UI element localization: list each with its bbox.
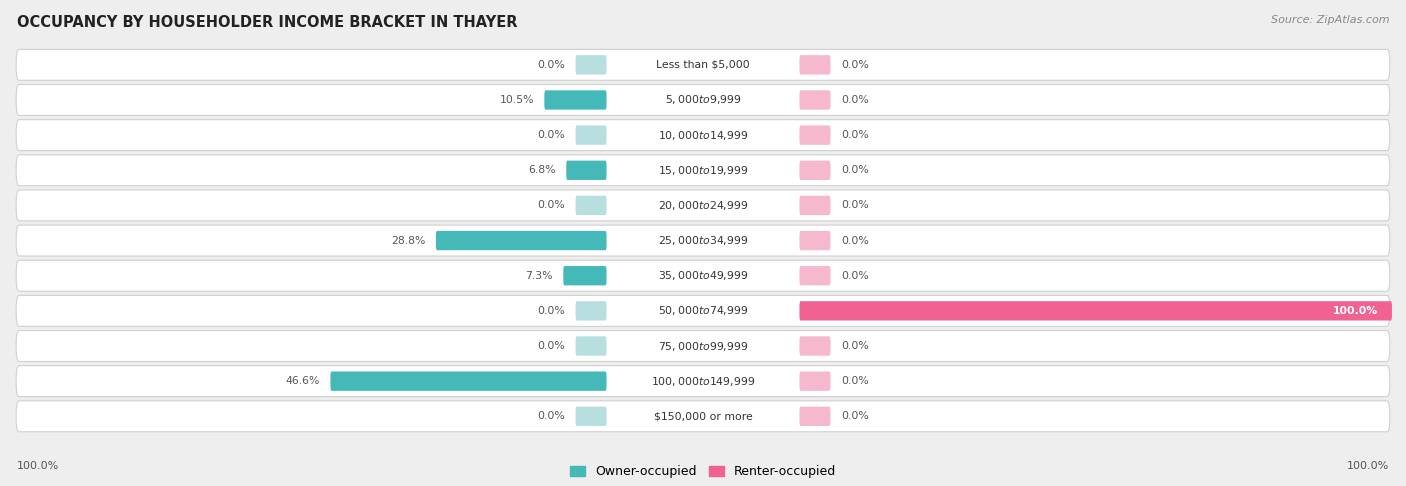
FancyBboxPatch shape: [800, 196, 831, 215]
FancyBboxPatch shape: [15, 260, 1391, 291]
Text: $75,000 to $99,999: $75,000 to $99,999: [658, 340, 748, 352]
FancyBboxPatch shape: [575, 55, 606, 74]
FancyBboxPatch shape: [15, 401, 1391, 432]
FancyBboxPatch shape: [800, 301, 1392, 321]
FancyBboxPatch shape: [15, 50, 1391, 80]
Text: $50,000 to $74,999: $50,000 to $74,999: [658, 304, 748, 317]
Text: 100.0%: 100.0%: [1347, 461, 1389, 471]
FancyBboxPatch shape: [15, 190, 1391, 221]
Text: $150,000 or more: $150,000 or more: [654, 411, 752, 421]
FancyBboxPatch shape: [575, 196, 606, 215]
FancyBboxPatch shape: [15, 120, 1391, 151]
FancyBboxPatch shape: [15, 85, 1391, 116]
Text: 0.0%: 0.0%: [841, 95, 869, 105]
FancyBboxPatch shape: [575, 301, 606, 321]
FancyBboxPatch shape: [800, 266, 831, 285]
Text: 100.0%: 100.0%: [17, 461, 59, 471]
Text: 0.0%: 0.0%: [841, 411, 869, 421]
Text: 0.0%: 0.0%: [537, 341, 565, 351]
Text: 0.0%: 0.0%: [537, 306, 565, 316]
Text: 46.6%: 46.6%: [285, 376, 321, 386]
FancyBboxPatch shape: [800, 231, 831, 250]
FancyBboxPatch shape: [575, 125, 606, 145]
FancyBboxPatch shape: [800, 125, 831, 145]
Text: 0.0%: 0.0%: [841, 60, 869, 70]
Text: 0.0%: 0.0%: [841, 271, 869, 281]
Text: 7.3%: 7.3%: [526, 271, 553, 281]
FancyBboxPatch shape: [800, 407, 831, 426]
FancyBboxPatch shape: [15, 365, 1391, 397]
FancyBboxPatch shape: [567, 160, 606, 180]
FancyBboxPatch shape: [330, 371, 606, 391]
FancyBboxPatch shape: [544, 90, 606, 110]
Text: 0.0%: 0.0%: [537, 60, 565, 70]
FancyBboxPatch shape: [575, 407, 606, 426]
Text: 0.0%: 0.0%: [841, 236, 869, 245]
Text: 0.0%: 0.0%: [841, 165, 869, 175]
FancyBboxPatch shape: [800, 160, 831, 180]
Text: 28.8%: 28.8%: [391, 236, 426, 245]
Text: $10,000 to $14,999: $10,000 to $14,999: [658, 129, 748, 141]
Text: 0.0%: 0.0%: [537, 200, 565, 210]
Legend: Owner-occupied, Renter-occupied: Owner-occupied, Renter-occupied: [569, 466, 837, 478]
FancyBboxPatch shape: [575, 336, 606, 356]
Text: 0.0%: 0.0%: [841, 130, 869, 140]
FancyBboxPatch shape: [15, 155, 1391, 186]
Text: 6.8%: 6.8%: [529, 165, 555, 175]
Text: $25,000 to $34,999: $25,000 to $34,999: [658, 234, 748, 247]
Text: Source: ZipAtlas.com: Source: ZipAtlas.com: [1271, 15, 1389, 25]
FancyBboxPatch shape: [15, 225, 1391, 256]
FancyBboxPatch shape: [800, 55, 831, 74]
FancyBboxPatch shape: [436, 231, 606, 250]
FancyBboxPatch shape: [564, 266, 606, 285]
Text: Less than $5,000: Less than $5,000: [657, 60, 749, 70]
FancyBboxPatch shape: [800, 371, 831, 391]
Text: $15,000 to $19,999: $15,000 to $19,999: [658, 164, 748, 177]
Text: $20,000 to $24,999: $20,000 to $24,999: [658, 199, 748, 212]
Text: 10.5%: 10.5%: [499, 95, 534, 105]
Text: 100.0%: 100.0%: [1333, 306, 1378, 316]
Text: $35,000 to $49,999: $35,000 to $49,999: [658, 269, 748, 282]
FancyBboxPatch shape: [15, 330, 1391, 362]
FancyBboxPatch shape: [800, 90, 831, 110]
Text: 0.0%: 0.0%: [537, 130, 565, 140]
FancyBboxPatch shape: [800, 336, 831, 356]
Text: $5,000 to $9,999: $5,000 to $9,999: [665, 93, 741, 106]
Text: 0.0%: 0.0%: [841, 341, 869, 351]
FancyBboxPatch shape: [15, 295, 1391, 326]
Text: 0.0%: 0.0%: [841, 200, 869, 210]
Text: 0.0%: 0.0%: [841, 376, 869, 386]
Text: $100,000 to $149,999: $100,000 to $149,999: [651, 375, 755, 388]
Text: OCCUPANCY BY HOUSEHOLDER INCOME BRACKET IN THAYER: OCCUPANCY BY HOUSEHOLDER INCOME BRACKET …: [17, 15, 517, 30]
Text: 0.0%: 0.0%: [537, 411, 565, 421]
